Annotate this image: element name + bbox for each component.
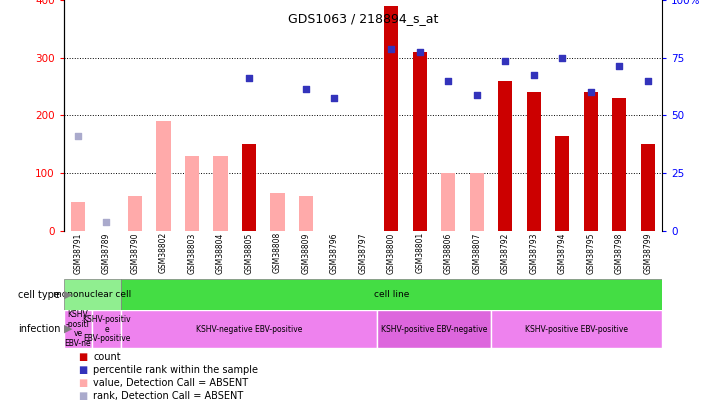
Bar [156, 121, 171, 231]
Text: KSHV-positiv
e
EBV-positive: KSHV-positiv e EBV-positive [82, 315, 131, 343]
Text: cell type: cell type [18, 290, 60, 300]
Bar [583, 92, 598, 231]
Bar [64, 279, 120, 310]
Bar [213, 156, 227, 231]
Point [329, 95, 340, 101]
Text: rank, Detection Call = ABSENT: rank, Detection Call = ABSENT [93, 391, 244, 401]
Text: ■: ■ [78, 378, 87, 388]
Text: GDS1063 / 218894_s_at: GDS1063 / 218894_s_at [287, 12, 438, 25]
Text: ■: ■ [78, 391, 87, 401]
Bar [527, 92, 541, 231]
Bar [612, 98, 627, 231]
Text: percentile rank within the sample: percentile rank within the sample [93, 365, 258, 375]
Bar [64, 231, 662, 254]
Point [386, 46, 397, 52]
Point [614, 63, 625, 70]
Bar [120, 310, 377, 348]
Bar [413, 52, 427, 231]
Bar [491, 310, 662, 348]
Bar [641, 144, 655, 231]
Text: cell line: cell line [374, 290, 409, 299]
Text: infection: infection [18, 324, 60, 334]
Bar [241, 144, 256, 231]
Bar [71, 202, 85, 231]
Text: ▶: ▶ [64, 290, 73, 300]
Bar [270, 193, 285, 231]
Bar [92, 310, 120, 348]
Bar [384, 6, 399, 231]
Bar [299, 196, 313, 231]
Point [585, 89, 596, 96]
Text: KSHV-positive EBV-negative: KSHV-positive EBV-negative [381, 324, 487, 334]
Bar [128, 196, 142, 231]
Text: ▶: ▶ [64, 324, 73, 334]
Text: value, Detection Call = ABSENT: value, Detection Call = ABSENT [93, 378, 249, 388]
Bar [441, 173, 455, 231]
Text: ■: ■ [78, 352, 87, 362]
Point [244, 75, 255, 81]
Bar [555, 136, 569, 231]
Text: ■: ■ [78, 365, 87, 375]
Point [414, 49, 426, 55]
Text: KSHV
-positi
ve
EBV-ne: KSHV -positi ve EBV-ne [64, 310, 91, 348]
Bar [185, 156, 199, 231]
Bar [64, 310, 92, 348]
Point [642, 78, 653, 84]
Text: KSHV-negative EBV-positive: KSHV-negative EBV-positive [195, 324, 302, 334]
Point [556, 54, 568, 61]
Point [300, 86, 312, 93]
Text: mononuclear cell: mononuclear cell [53, 290, 131, 299]
Text: KSHV-positive EBV-positive: KSHV-positive EBV-positive [525, 324, 628, 334]
Point [471, 92, 482, 98]
Bar [498, 81, 513, 231]
Bar [469, 173, 484, 231]
Text: count: count [93, 352, 121, 362]
Point [500, 58, 511, 64]
Point [72, 132, 84, 139]
Point [101, 219, 112, 226]
Point [442, 78, 454, 84]
Bar [377, 310, 491, 348]
Point [528, 72, 539, 78]
